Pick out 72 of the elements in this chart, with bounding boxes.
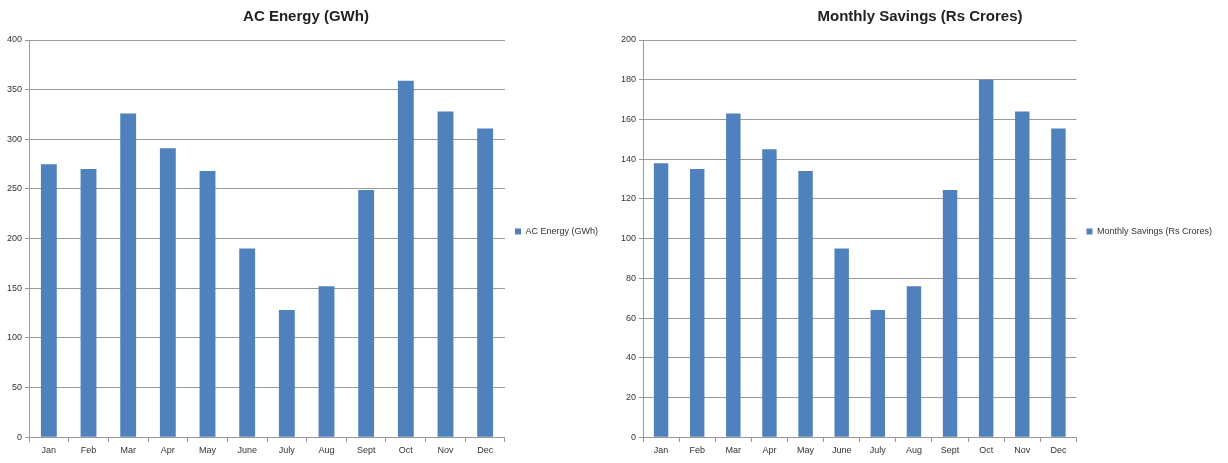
y-tick-label: 0 [631, 431, 637, 442]
x-tick-label: Nov [437, 445, 454, 456]
y-tick-label: 300 [6, 133, 23, 144]
x-tick-label: Oct [398, 445, 414, 456]
bar [278, 310, 295, 437]
y-tick-label: 350 [6, 84, 23, 95]
x-tick-label: Feb [80, 445, 97, 456]
x-tick-label: Jan [41, 445, 57, 456]
bar [870, 310, 886, 437]
x-tick-label: Dec [477, 445, 494, 456]
y-tick-label: 400 [6, 34, 23, 45]
bar [762, 149, 777, 437]
x-tick-label: Aug [905, 445, 922, 456]
x-tick-label: July [278, 445, 296, 456]
y-tick-label: 200 [6, 233, 23, 244]
y-tick-label: 50 [12, 382, 23, 393]
y-tick-label: 160 [620, 113, 637, 124]
y-tick-label: 150 [6, 282, 23, 293]
bar [978, 79, 994, 437]
x-tick-label: Dec [1050, 445, 1067, 456]
y-tick-label: 180 [620, 74, 637, 85]
x-tick-label: Apr [762, 445, 777, 456]
x-tick-label: Feb [689, 445, 705, 456]
bar [834, 248, 849, 437]
chart-title: AC Energy (GWh) [243, 7, 369, 25]
x-tick-label: June [237, 445, 257, 456]
x-tick-label: Jan [653, 445, 669, 456]
bar [239, 248, 256, 437]
bar [80, 169, 97, 437]
y-tick-label: 60 [626, 312, 637, 323]
x-tick-label: Mar [120, 445, 136, 456]
y-tick-label: 20 [626, 391, 637, 402]
bar [906, 286, 922, 437]
x-tick-label: May [797, 445, 815, 456]
x-tick-label: Oct [979, 445, 994, 456]
bar [798, 171, 813, 437]
legend-label: Monthly Savings (Rs Crores) [1096, 225, 1212, 236]
x-tick-label: Aug [318, 445, 335, 456]
x-tick-label: Nov [1014, 445, 1031, 456]
chart-title: Monthly Savings (Rs Crores) [817, 7, 1023, 25]
x-tick-label: May [199, 445, 217, 456]
y-tick-label: 100 [6, 332, 23, 343]
y-tick-label: 120 [620, 193, 637, 204]
bar [199, 171, 216, 437]
bar [159, 148, 176, 437]
y-tick-label: 100 [620, 233, 637, 244]
bar [1051, 128, 1066, 437]
y-tick-label: 250 [6, 183, 23, 194]
bar [318, 286, 335, 437]
bar [653, 163, 669, 437]
x-tick-label: Mar [725, 445, 742, 456]
bar [437, 111, 454, 437]
bar [689, 169, 705, 437]
bar [40, 164, 57, 437]
x-tick-label: Apr [160, 445, 175, 456]
bar [477, 128, 494, 437]
legend-label: AC Energy (GWh) [525, 225, 598, 236]
bar [942, 189, 958, 437]
y-tick-label: 140 [620, 153, 637, 164]
x-tick-label: June [831, 445, 852, 456]
bar [397, 80, 414, 437]
bar [358, 189, 375, 437]
x-tick-label: July [869, 445, 887, 456]
y-tick-label: 200 [620, 34, 637, 45]
bar [726, 113, 741, 437]
bar [1015, 111, 1030, 437]
bar [120, 113, 137, 437]
x-tick-label: Sept [940, 445, 960, 456]
x-tick-label: Sept [356, 445, 376, 456]
y-tick-label: 40 [626, 352, 637, 363]
y-tick-label: 80 [626, 272, 637, 283]
y-tick-label: 0 [17, 431, 23, 442]
